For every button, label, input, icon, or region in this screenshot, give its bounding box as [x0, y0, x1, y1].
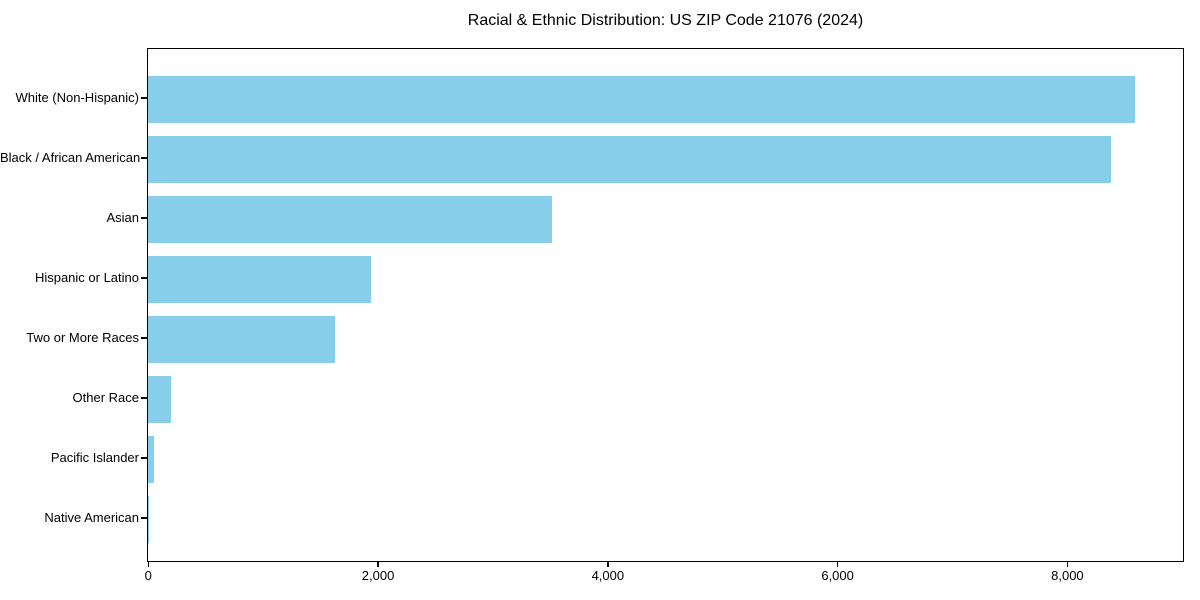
x-tick-label-8000: 8,000 — [1051, 568, 1084, 583]
y-axis-label-white-non-hispanic: White (Non-Hispanic) — [15, 90, 139, 105]
x-tick-label-0: 0 — [144, 568, 152, 583]
y-tick-two-or-more-races — [141, 337, 147, 339]
y-axis-label-other-race: Other Race — [72, 390, 139, 405]
bar-two-or-more-races — [148, 315, 336, 363]
x-tick-label-2000: 2,000 — [361, 568, 395, 583]
x-tick-8000 — [1066, 562, 1069, 567]
x-tick-0 — [147, 562, 149, 567]
plot-area — [147, 48, 1184, 562]
bar-hispanic-or-latino — [148, 255, 371, 303]
y-tick-white-non-hispanic — [141, 97, 147, 99]
x-tick-label-4000: 4,000 — [591, 568, 625, 583]
bar-native-american — [148, 495, 150, 543]
y-tick-pacific-islander — [141, 457, 147, 459]
y-tick-native-american — [141, 517, 147, 519]
y-axis-label-black-african-american: Black / African American — [0, 150, 141, 165]
y-tick-black-african-american — [141, 157, 147, 159]
y-axis-label-two-or-more-races: Two or More Races — [26, 330, 139, 345]
y-axis-label-native-american: Native American — [44, 510, 139, 525]
y-tick-other-race — [141, 397, 147, 399]
bar-white-non-hispanic — [148, 75, 1135, 123]
bar-pacific-islander — [148, 435, 154, 483]
x-tick-label-6000: 6,000 — [821, 568, 854, 583]
bar-black-african-american — [148, 135, 1112, 183]
y-tick-hispanic-or-latino — [141, 277, 147, 279]
y-axis-label-pacific-islander: Pacific Islander — [50, 450, 139, 465]
x-tick-6000 — [836, 562, 839, 567]
y-axis-label-hispanic-or-latino: Hispanic or Latino — [34, 270, 139, 285]
chart-title: Racial & Ethnic Distribution: US ZIP Cod… — [467, 12, 864, 29]
y-tick-asian — [141, 217, 147, 219]
bar-asian — [148, 195, 553, 243]
x-tick-4000 — [607, 562, 609, 567]
y-axis-label-asian: Asian — [106, 210, 139, 225]
bar-other-race — [148, 375, 171, 423]
x-tick-2000 — [377, 562, 379, 567]
